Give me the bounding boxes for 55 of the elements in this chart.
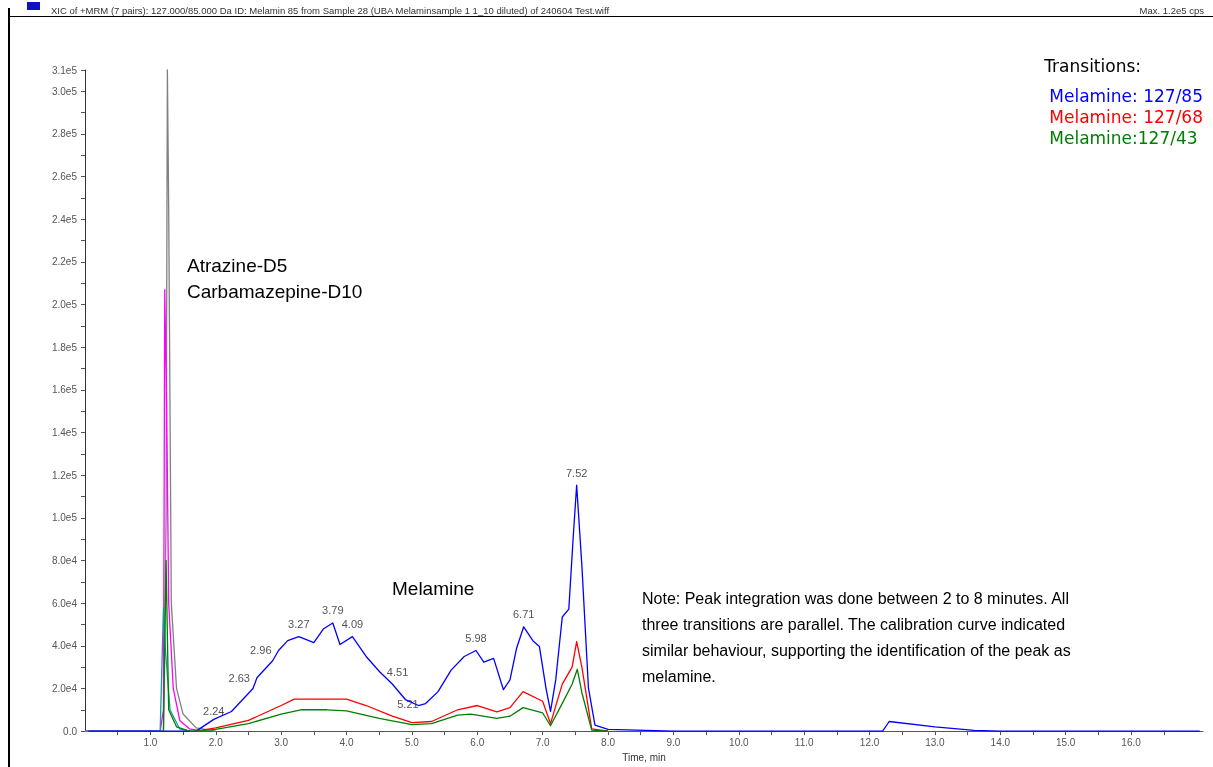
annotation: Melamine: [392, 577, 475, 599]
line-series: [162, 559, 609, 732]
chart-title: XIC of +MRM (7 pairs): 127.000/85.000 Da ID: Melamin 85 from Sample 28 (UBA Melaminsample 1 1_10 diluted) of 240604 Test.wiff: [51, 4, 610, 16]
x-tick-label: 14.0: [990, 736, 1011, 748]
text: Melamine: 127/85: [1049, 85, 1204, 106]
y-tick-label: 1.0e5: [51, 512, 78, 524]
annotation: 2.96: [250, 644, 272, 657]
x-tick-label: 15.0: [1055, 736, 1076, 748]
annotation: 4.09: [341, 618, 364, 631]
y-tick-label: 1.6e5: [51, 384, 78, 396]
y-tick-label: 0.0: [63, 725, 78, 737]
x-tick-label: 16.0: [1121, 736, 1142, 748]
x-tick-label: 7.0: [535, 736, 551, 748]
annotation: Note: Peak integration was done between 2 to 8 minutes. All three transitions are parallel. The calibration curve indicated similar behaviour, supporting the identification of the peak as melamine.: [642, 589, 1071, 685]
y-tick-label: 2.0e4: [51, 682, 78, 694]
y-tick-label: 4.0e4: [51, 640, 78, 652]
annotation: 5.98: [465, 631, 487, 644]
x-tick-label: 13.0: [925, 736, 946, 748]
y-tick-label: 2.4e5: [51, 213, 78, 225]
y-tick-label: 6.0e4: [51, 597, 78, 609]
chart-subtitle: Max. 1.2e5 cps: [1139, 4, 1205, 16]
text: Melamine:127/43: [1049, 127, 1198, 148]
y-tick-label: 8.0e4: [51, 554, 78, 566]
y-tick-label: 1.4e5: [51, 427, 78, 439]
x-tick-label: 6.0: [470, 736, 485, 748]
annotation: 2.24: [203, 705, 225, 718]
y-tick-label: 1.2e5: [51, 469, 78, 481]
annotation: 5.21: [397, 697, 419, 710]
x-tick-label: 11.0: [794, 736, 814, 748]
annotation: 3.27: [288, 618, 310, 631]
y-tick-label: 3.0e5: [51, 85, 78, 97]
annotation: 4.51: [386, 666, 409, 679]
annotation: 2.63: [228, 671, 250, 684]
y-tick-label: 2.2e5: [51, 256, 78, 268]
y-tick-label: 2.6e5: [51, 171, 78, 183]
annotation: Atrazine-D5 Carbamazepine-D10: [187, 254, 363, 302]
x-tick-label: 9.0: [666, 736, 681, 748]
legend-title: Transitions:: [1043, 55, 1141, 76]
x-tick-label: 4.0: [339, 736, 354, 748]
y-tick-label: 2.8e5: [51, 128, 78, 140]
x-tick-label: 3.0: [274, 736, 289, 748]
y-tick-label: 1.8e5: [51, 341, 78, 353]
x-tick-label: 2.0: [208, 736, 224, 748]
x-axis-title: Time, min: [622, 751, 666, 763]
x-tick-label: 12.0: [859, 736, 880, 748]
y-tick-label: 3.1e5: [51, 64, 78, 76]
text: Melamine: 127/68: [1049, 106, 1204, 127]
annotation: 6.71: [512, 608, 535, 621]
annotation: 7.52: [565, 466, 588, 479]
x-tick-label: 5.0: [404, 736, 420, 748]
x-tick-label: 1.0: [143, 736, 158, 748]
annotation: 3.79: [322, 604, 344, 617]
x-tick-label: 8.0: [601, 736, 616, 748]
y-tick-label: 2.0e5: [51, 299, 78, 311]
x-tick-label: 10.0: [729, 736, 749, 748]
